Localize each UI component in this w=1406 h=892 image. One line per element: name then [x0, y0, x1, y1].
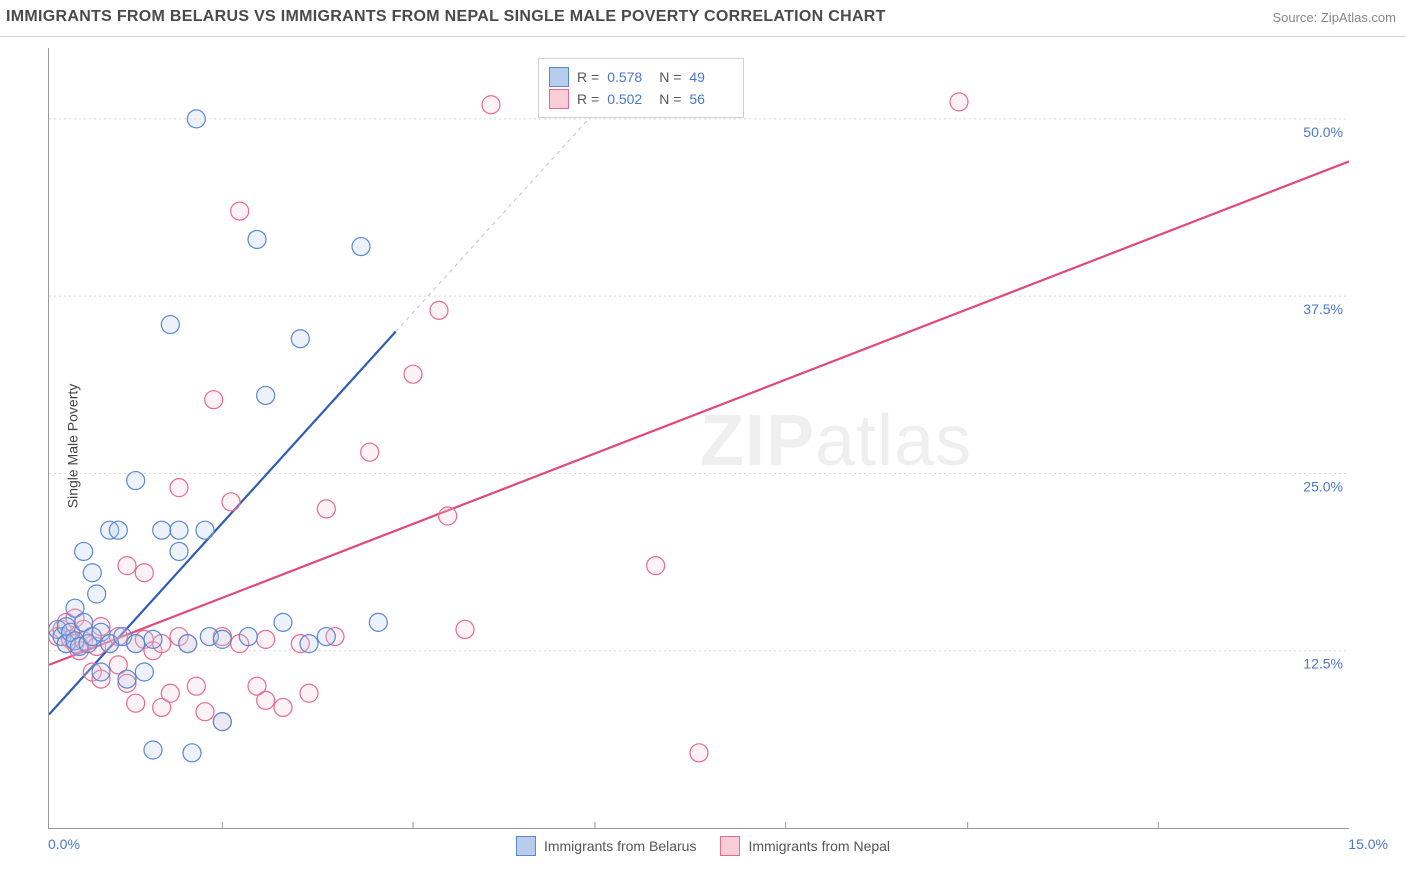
data-point-nepal: [317, 500, 335, 518]
data-point-belarus: [369, 613, 387, 631]
data-point-nepal: [231, 202, 249, 220]
r-label: R =: [577, 69, 599, 85]
x-axis-max-label: 15.0%: [1348, 836, 1388, 852]
r-label: R =: [577, 91, 599, 107]
data-point-belarus: [88, 585, 106, 603]
trend-line-belarus: [49, 332, 396, 715]
y-tick-label: 37.5%: [1303, 301, 1343, 317]
swatch-nepal-icon: [549, 89, 569, 109]
y-tick-label: 25.0%: [1303, 478, 1343, 494]
data-point-belarus: [144, 741, 162, 759]
plot-svg: 12.5% 25.0% 37.5% 50.0%: [49, 48, 1349, 828]
data-point-nepal: [482, 96, 500, 114]
data-point-nepal: [361, 443, 379, 461]
n-value-nepal: 56: [689, 91, 733, 107]
legend-item-belarus: Immigrants from Belarus: [516, 836, 696, 856]
data-point-nepal: [118, 557, 136, 575]
data-point-nepal: [187, 677, 205, 695]
data-point-nepal: [690, 744, 708, 762]
data-point-belarus: [183, 744, 201, 762]
data-point-belarus: [179, 635, 197, 653]
n-label: N =: [659, 91, 681, 107]
r-value-belarus: 0.578: [607, 69, 651, 85]
legend-label-nepal: Immigrants from Nepal: [748, 838, 890, 854]
data-point-nepal: [274, 698, 292, 716]
data-point-belarus: [274, 613, 292, 631]
data-point-belarus: [109, 521, 127, 539]
data-point-nepal: [257, 630, 275, 648]
data-point-belarus: [213, 713, 231, 731]
data-point-nepal: [205, 391, 223, 409]
n-value-belarus: 49: [689, 69, 733, 85]
chart-title: IMMIGRANTS FROM BELARUS VS IMMIGRANTS FR…: [6, 8, 886, 26]
data-point-belarus: [352, 238, 370, 256]
data-point-belarus: [170, 521, 188, 539]
data-point-belarus: [213, 630, 231, 648]
data-point-belarus: [144, 630, 162, 648]
y-tick-label: 12.5%: [1303, 656, 1343, 672]
data-point-belarus: [83, 564, 101, 582]
data-point-nepal: [127, 694, 145, 712]
swatch-nepal-icon: [720, 836, 740, 856]
data-point-nepal: [430, 301, 448, 319]
r-value-nepal: 0.502: [607, 91, 651, 107]
source-prefix: Source:: [1272, 10, 1320, 25]
data-point-nepal: [196, 703, 214, 721]
data-point-belarus: [196, 521, 214, 539]
trend-line-nepal: [49, 161, 1349, 664]
data-point-belarus: [248, 230, 266, 248]
data-point-nepal: [647, 557, 665, 575]
data-point-belarus: [135, 663, 153, 681]
x-axis-origin-label: 0.0%: [48, 836, 80, 852]
data-point-belarus: [239, 628, 257, 646]
data-point-belarus: [300, 635, 318, 653]
data-point-belarus: [127, 472, 145, 490]
data-point-nepal: [456, 620, 474, 638]
data-point-nepal: [404, 365, 422, 383]
y-tick-label: 50.0%: [1303, 124, 1343, 140]
legend-item-nepal: Immigrants from Nepal: [720, 836, 890, 856]
data-point-nepal: [300, 684, 318, 702]
data-point-belarus: [75, 542, 93, 560]
data-point-belarus: [317, 628, 335, 646]
stats-row-belarus: R = 0.578 N = 49: [549, 67, 733, 87]
data-point-belarus: [170, 542, 188, 560]
data-point-nepal: [161, 684, 179, 702]
source-name: ZipAtlas.com: [1321, 10, 1396, 25]
data-point-belarus: [161, 316, 179, 334]
correlation-stats-box: R = 0.578 N = 49 R = 0.502 N = 56: [538, 58, 744, 118]
data-point-belarus: [118, 670, 136, 688]
swatch-belarus-icon: [549, 67, 569, 87]
data-point-nepal: [222, 493, 240, 511]
stats-row-nepal: R = 0.502 N = 56: [549, 89, 733, 109]
n-label: N =: [659, 69, 681, 85]
data-point-nepal: [950, 93, 968, 111]
data-point-nepal: [135, 564, 153, 582]
trend-line-belarus-ext: [396, 112, 595, 332]
legend-bottom: Immigrants from Belarus Immigrants from …: [516, 836, 890, 856]
data-point-belarus: [187, 110, 205, 128]
swatch-belarus-icon: [516, 836, 536, 856]
source-attribution: Source: ZipAtlas.com: [1272, 10, 1396, 25]
plot-area: 12.5% 25.0% 37.5% 50.0%: [48, 48, 1349, 829]
legend-label-belarus: Immigrants from Belarus: [544, 838, 696, 854]
data-point-nepal: [257, 691, 275, 709]
data-point-belarus: [92, 663, 110, 681]
data-point-belarus: [257, 386, 275, 404]
data-point-nepal: [439, 507, 457, 525]
data-point-belarus: [291, 330, 309, 348]
data-point-belarus: [127, 635, 145, 653]
data-point-nepal: [170, 479, 188, 497]
data-point-belarus: [153, 521, 171, 539]
